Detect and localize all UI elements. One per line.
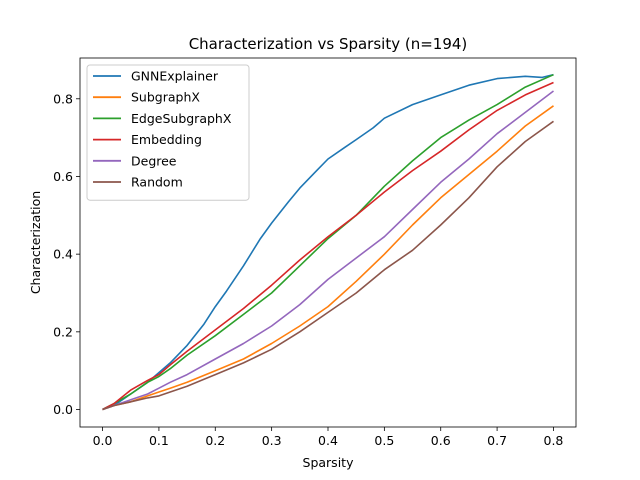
y-axis-ticks: 0.0 0.2 0.4 0.6 0.8: [53, 91, 80, 417]
legend-entry: SubgraphX: [131, 90, 200, 105]
x-axis-ticks: 0.0 0.1 0.2 0.3 0.4 0.5 0.6 0.7 0.8: [93, 427, 564, 448]
y-tick-label: 0.6: [53, 169, 73, 184]
series-line-gnnexplainer: [102, 73, 554, 411]
y-tick-label: 0.0: [53, 402, 73, 417]
y-tick-label: 0.2: [53, 324, 73, 339]
series-line-embedding: [102, 81, 554, 411]
x-tick-label: 0.0: [93, 433, 113, 448]
legend-entry: Random: [131, 175, 183, 190]
x-tick-label: 0.5: [374, 433, 394, 448]
x-tick-label: 0.1: [149, 433, 169, 448]
x-tick-label: 0.4: [318, 433, 338, 448]
legend-entry: Degree: [131, 153, 177, 168]
legend: GNNExplainer SubgraphX EdgeSubgraphX Embedd…: [86, 64, 250, 201]
plot-lines: [102, 73, 554, 411]
x-tick-label: 0.7: [487, 433, 507, 448]
y-axis-label: Characterization: [28, 191, 43, 294]
series-line-subgraphx: [102, 105, 554, 411]
series-line-edgesubgraphx: [102, 73, 554, 411]
legend-entry: EdgeSubgraphX: [131, 111, 232, 126]
y-tick-label: 0.4: [53, 247, 73, 262]
series-line-degree: [102, 90, 554, 411]
legend-entry: Embedding: [131, 132, 202, 147]
x-axis-label: Sparsity: [303, 455, 355, 470]
x-tick-label: 0.6: [431, 433, 451, 448]
series-line-random: [102, 120, 554, 411]
x-tick-label: 0.2: [205, 433, 225, 448]
x-tick-label: 0.8: [544, 433, 564, 448]
x-tick-label: 0.3: [262, 433, 282, 448]
chart-title: Characterization vs Sparsity (n=194): [189, 35, 468, 53]
legend-box: [86, 64, 250, 201]
y-tick-label: 0.8: [53, 91, 73, 106]
legend-entry: GNNExplainer: [131, 69, 219, 84]
